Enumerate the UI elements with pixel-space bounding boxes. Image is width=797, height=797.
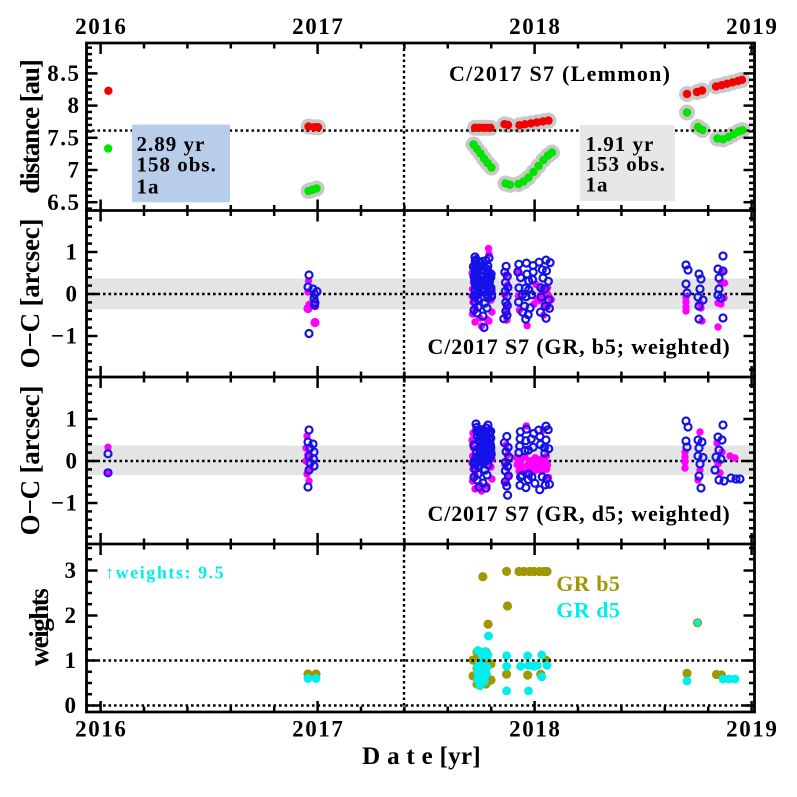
svg-text:2.89 yr: 2.89 yr [137,132,206,156]
svg-text:2019: 2019 [726,716,778,741]
svg-text:2016: 2016 [75,716,127,741]
svg-text:3: 3 [65,558,78,583]
svg-text:1a: 1a [586,173,609,197]
svg-text:153 obs.: 153 obs. [586,152,666,176]
svg-text:2018: 2018 [509,14,561,39]
svg-text:2017: 2017 [292,716,344,741]
svg-text:1: 1 [65,648,78,673]
svg-text:1a: 1a [137,175,160,199]
svg-text:0: 0 [65,693,78,718]
svg-text:7.5: 7.5 [47,125,80,150]
svg-text:2: 2 [65,603,78,628]
svg-text:2018: 2018 [509,716,561,741]
svg-text:↑weights: 9.5: ↑weights: 9.5 [105,563,225,583]
svg-text:C/2017 S7 (GR, b5; weighted): C/2017 S7 (GR, b5; weighted) [428,334,731,359]
svg-text:C/2017 S7 (GR, d5; weighted): C/2017 S7 (GR, d5; weighted) [428,501,731,526]
svg-text:8: 8 [68,93,81,118]
svg-text:GR b5: GR b5 [556,571,620,596]
svg-text:1: 1 [66,240,79,265]
svg-text:−1: −1 [51,324,79,349]
svg-text:2019: 2019 [726,14,778,39]
svg-text:7: 7 [68,158,81,183]
svg-text:distance [au]: distance [au] [15,60,45,193]
svg-text:−1: −1 [51,491,79,516]
svg-text:8.5: 8.5 [47,61,80,86]
svg-text:6.5: 6.5 [47,190,80,215]
svg-text:1.91 yr: 1.91 yr [586,132,655,156]
svg-text:C/2017 S7 (Lemmon): C/2017 S7 (Lemmon) [449,61,671,86]
svg-text:weights: weights [24,589,54,666]
svg-text:0: 0 [66,449,79,474]
svg-text:2016: 2016 [75,14,127,39]
svg-text:158 obs.: 158 obs. [137,153,217,177]
svg-text:O−C [arcsec]: O−C [arcsec] [15,219,45,369]
svg-text:0: 0 [66,282,79,307]
svg-text:GR d5: GR d5 [556,598,620,623]
svg-text:2017: 2017 [292,14,344,39]
svg-text:O−C [arcsec]: O−C [arcsec] [15,386,45,536]
svg-text:D a t e [yr]: D a t e [yr] [362,743,481,770]
svg-text:1: 1 [66,407,79,432]
